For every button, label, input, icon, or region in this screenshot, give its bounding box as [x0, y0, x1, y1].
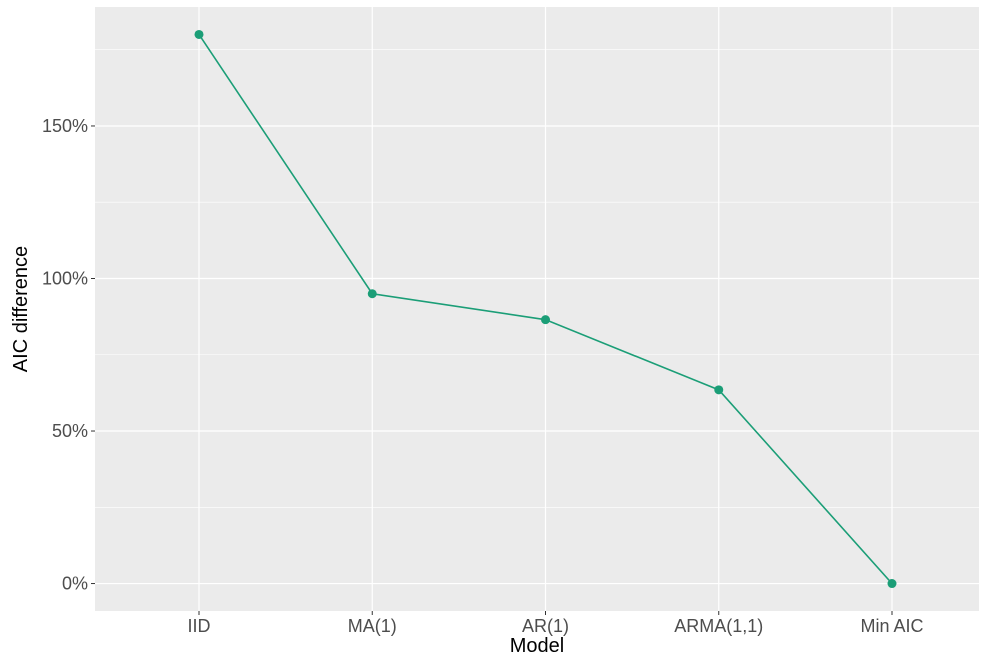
data-point — [887, 579, 897, 589]
series-points-group — [194, 29, 897, 589]
y-tick-label: 0% — [62, 574, 88, 594]
y-tick-label: 100% — [42, 268, 88, 288]
x-tick-label: IID — [187, 616, 210, 636]
y-axis: 0% 50% 100% 150% — [42, 116, 95, 594]
data-point — [541, 315, 550, 325]
y-tick-label: 50% — [52, 421, 88, 441]
x-tick-label: MA(1) — [348, 616, 397, 636]
data-point — [367, 289, 377, 299]
minor-gridlines — [95, 49, 979, 508]
data-point — [714, 385, 724, 395]
x-tick-label: Min AIC — [860, 616, 923, 636]
data-point — [194, 29, 204, 39]
plot-panel — [95, 7, 979, 611]
y-axis-title: AIC difference — [10, 246, 32, 372]
major-gridlines — [95, 7, 979, 611]
x-axis-title: Model — [510, 635, 564, 657]
y-tick-label: 150% — [42, 116, 88, 136]
x-tick-label: AR(1) — [522, 616, 569, 636]
x-tick-label: ARMA(1,1) — [674, 616, 763, 636]
x-axis: IID MA(1) AR(1) ARMA(1,1) Min AIC — [187, 611, 924, 636]
